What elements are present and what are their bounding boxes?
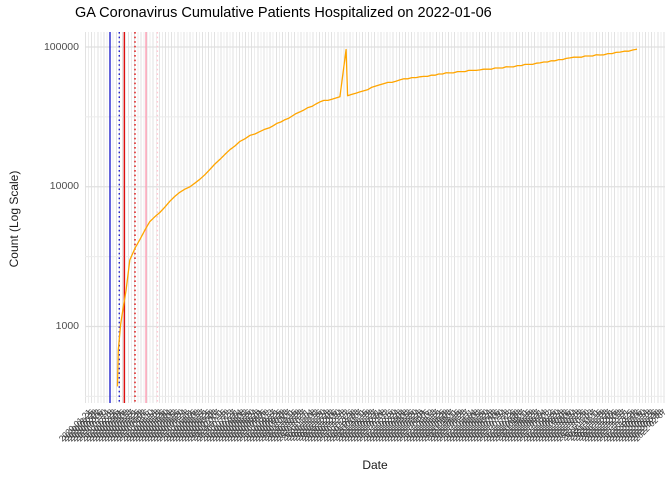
y-tick-label: 10000 [49,180,79,193]
plot-canvas [85,32,665,403]
y-tick-label: 100000 [43,40,79,53]
chart-title: GA Coronavirus Cumulative Patients Hospi… [75,5,492,21]
x-axis-tick-labels: 2020-01-21 2020-01-25 2020-01-29 2020-02-02… [0,405,672,463]
y-axis-title: Count (Log Scale) [7,170,21,268]
x-axis-title: Date [362,458,388,472]
plot-area [85,32,665,403]
series-line-cumulative-hospitalized [116,48,638,387]
y-tick-label: 1000 [55,320,79,332]
